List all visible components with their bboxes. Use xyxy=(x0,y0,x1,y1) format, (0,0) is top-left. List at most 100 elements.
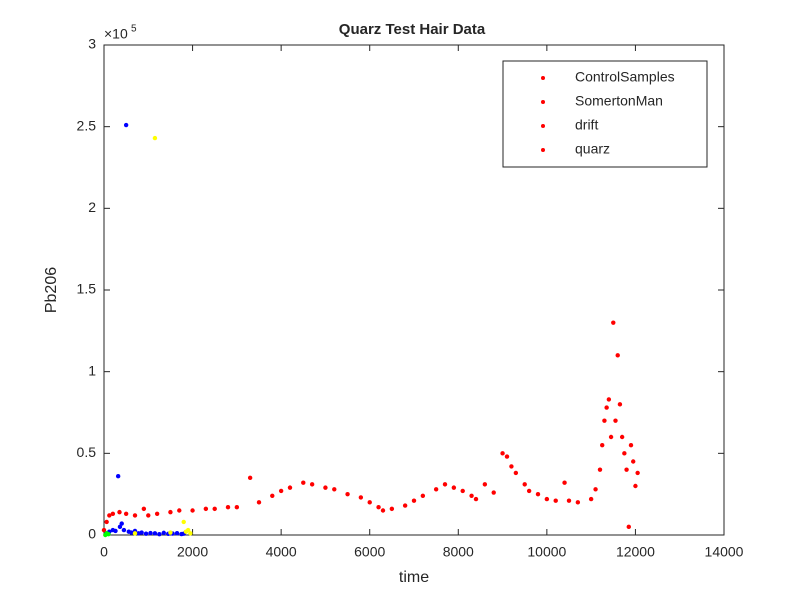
data-point xyxy=(101,527,107,533)
data-point xyxy=(117,524,123,530)
x-tick-label: 10000 xyxy=(527,544,566,560)
data-point xyxy=(613,418,618,423)
data-point xyxy=(132,513,138,518)
data-point xyxy=(597,467,603,472)
data-point xyxy=(177,508,182,513)
data-point xyxy=(174,531,180,536)
data-point xyxy=(628,442,634,448)
data-point xyxy=(190,508,195,513)
data-point xyxy=(358,495,364,500)
legend-label: ControlSamples xyxy=(575,69,675,85)
data-point xyxy=(535,491,541,497)
y-tick-label: 2.5 xyxy=(77,117,97,133)
data-point xyxy=(619,434,625,440)
data-point xyxy=(562,480,567,485)
data-point xyxy=(442,482,448,487)
data-point xyxy=(544,496,550,502)
data-point xyxy=(309,482,315,487)
data-point xyxy=(247,475,253,481)
data-point xyxy=(148,530,153,536)
data-point xyxy=(606,397,612,402)
data-point xyxy=(376,505,381,510)
legend-marker xyxy=(541,76,545,80)
y-tick-label: 0.5 xyxy=(77,444,97,460)
data-point xyxy=(593,487,598,492)
data-point xyxy=(143,531,149,536)
data-point xyxy=(278,488,284,494)
data-point xyxy=(154,511,160,516)
x-tick-label: 12000 xyxy=(616,544,655,560)
data-point xyxy=(460,488,465,494)
data-point xyxy=(110,511,116,516)
data-point xyxy=(212,506,217,512)
y-tick-label: 1.5 xyxy=(77,281,97,297)
data-point xyxy=(129,530,134,535)
legend-marker xyxy=(541,100,545,104)
data-point xyxy=(185,527,191,533)
data-point xyxy=(287,485,293,490)
data-point xyxy=(575,500,581,505)
data-point xyxy=(602,418,607,423)
data-point xyxy=(633,483,638,489)
data-point xyxy=(482,482,488,487)
chart-title: Quarz Test Hair Data xyxy=(339,21,486,38)
legend-label: drift xyxy=(575,117,598,133)
y-tick-label: 2 xyxy=(88,199,96,215)
legend-label: quarz xyxy=(575,141,610,157)
x-tick-label: 2000 xyxy=(177,544,208,560)
data-point xyxy=(301,480,306,485)
data-point xyxy=(146,513,151,518)
data-point xyxy=(225,505,231,510)
x-axis-label: time xyxy=(399,569,429,586)
data-point xyxy=(157,531,162,537)
data-point xyxy=(631,459,636,464)
data-point xyxy=(115,474,121,479)
data-point xyxy=(566,498,572,503)
y-axis-label: Pb206 xyxy=(43,267,60,313)
x-tick-label: 8000 xyxy=(443,544,474,560)
data-point xyxy=(141,506,147,512)
data-point xyxy=(203,506,209,512)
data-point xyxy=(107,513,112,518)
data-point xyxy=(624,467,629,472)
data-point xyxy=(553,498,558,503)
data-point xyxy=(588,496,594,502)
data-point xyxy=(121,527,127,533)
data-point xyxy=(345,491,350,497)
data-point xyxy=(132,531,138,536)
x-tick-label: 14000 xyxy=(705,544,744,560)
data-point xyxy=(504,454,510,459)
data-point xyxy=(270,493,275,498)
data-point xyxy=(123,122,129,128)
data-point xyxy=(622,451,627,456)
data-point xyxy=(152,135,158,141)
data-point xyxy=(367,500,372,505)
data-point xyxy=(433,487,439,492)
data-point xyxy=(139,530,144,535)
data-point xyxy=(234,505,240,510)
legend-marker xyxy=(541,148,545,152)
x-tick-label: 0 xyxy=(100,544,108,560)
data-point xyxy=(402,503,408,508)
x-tick-label: 4000 xyxy=(266,544,297,560)
data-point xyxy=(168,530,173,535)
data-point xyxy=(323,485,328,490)
data-point xyxy=(119,521,124,526)
data-point xyxy=(104,519,109,525)
data-point xyxy=(420,493,426,498)
data-point xyxy=(626,524,631,530)
data-point xyxy=(500,451,505,456)
data-point xyxy=(106,531,111,537)
data-point xyxy=(380,508,386,513)
data-point xyxy=(617,402,623,407)
data-point xyxy=(256,500,262,505)
data-point xyxy=(123,511,129,516)
data-point xyxy=(611,320,616,325)
data-point xyxy=(509,464,514,469)
data-point xyxy=(615,353,620,358)
y-scale-exponent: 5 xyxy=(131,24,137,35)
data-point xyxy=(522,482,527,487)
data-point xyxy=(168,509,173,515)
data-point xyxy=(473,496,479,502)
